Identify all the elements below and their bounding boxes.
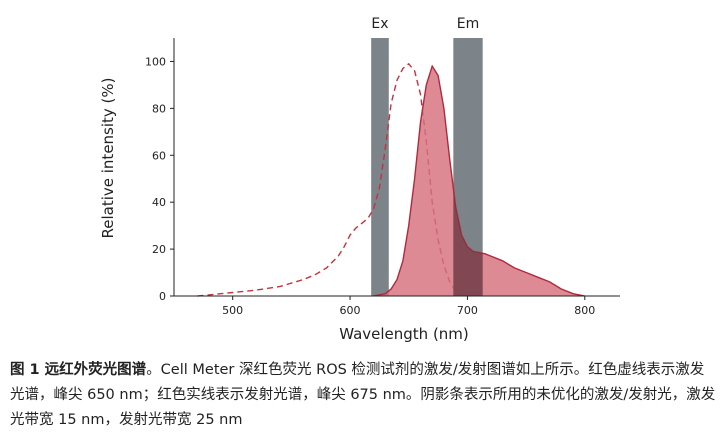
caption-lead: 图 1 远红外荧光图谱 xyxy=(10,362,147,378)
caption-body: 。Cell Meter 深红色荧光 ROS 检测试剂的激发/发射图谱如上所示。红… xyxy=(10,362,716,428)
band-label-em: Em xyxy=(457,16,479,32)
emission-band-overlap xyxy=(453,188,483,296)
x-axis-label: Wavelength (nm) xyxy=(339,325,469,343)
x-tick-label-500: 500 xyxy=(222,304,243,317)
band-label-ex: Ex xyxy=(371,16,388,32)
y-tick-label-60: 60 xyxy=(152,149,166,162)
spectrum-chart: Ex Em 0 20 40 60 80 100 500 600 700 800 Wavelength… xyxy=(99,16,620,343)
y-tick-label-20: 20 xyxy=(152,243,166,256)
y-tick-label-0: 0 xyxy=(159,290,166,303)
x-tick-label-600: 600 xyxy=(340,304,361,317)
x-tick-label-700: 700 xyxy=(457,304,478,317)
axes: 0 20 40 60 80 100 500 600 700 800 xyxy=(145,38,620,317)
figure-caption: 图 1 远红外荧光图谱。Cell Meter 深红色荧光 ROS 检测试剂的激发… xyxy=(10,358,718,433)
emission-area xyxy=(373,66,585,296)
y-tick-label-100: 100 xyxy=(145,55,166,68)
y-axis-label: Relative intensity (%) xyxy=(99,77,117,238)
filter-band-overlap xyxy=(453,188,483,296)
y-tick-label-80: 80 xyxy=(152,102,166,115)
band-ex xyxy=(371,38,389,296)
y-tick-label-40: 40 xyxy=(152,196,166,209)
x-tick-label-800: 800 xyxy=(574,304,595,317)
spectra xyxy=(197,62,585,297)
